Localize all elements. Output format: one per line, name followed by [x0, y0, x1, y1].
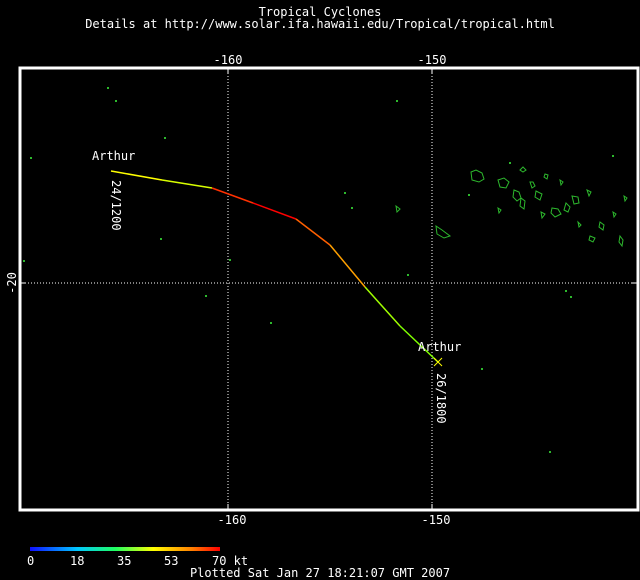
storm-end-marker	[433, 357, 443, 367]
lon-label-bottom-150: -150	[422, 513, 451, 527]
chart-title: Tropical Cyclones	[258, 5, 382, 19]
legend-tick: 53	[164, 554, 178, 568]
track-segment	[399, 325, 439, 363]
chart-subtitle: Details at http://www.solar.ifa.hawaii.e…	[85, 17, 555, 31]
lon-label-bottom-160: -160	[218, 513, 247, 527]
island-dots	[23, 87, 614, 453]
map-frame	[18, 66, 640, 512]
storm-name-start: Arthur	[92, 149, 135, 163]
lat-label-20: -20	[5, 272, 19, 294]
legend-tick: 0	[27, 554, 34, 568]
storm-name-end: Arthur	[418, 340, 461, 354]
track-segment	[295, 218, 331, 246]
track-segment	[252, 202, 297, 220]
tick-marks	[20, 68, 638, 510]
plotted-timestamp: Plotted Sat Jan 27 18:21:07 GMT 2007	[189, 566, 451, 580]
lon-label-top-150: -150	[418, 53, 447, 67]
storm-track	[110, 170, 439, 363]
legend-tick: 18	[70, 554, 84, 568]
track-segment	[161, 179, 213, 189]
graticule	[22, 70, 636, 508]
track-segment	[110, 170, 163, 181]
storm-time-end: 26/1800	[434, 373, 448, 424]
legend-tick: 35	[117, 554, 131, 568]
legend-tick: 70 kt	[212, 554, 248, 568]
lon-label-top-160: -160	[214, 53, 243, 67]
track-segment	[329, 244, 366, 288]
storm-time-start: 24/1200	[109, 180, 123, 231]
track-segment	[211, 187, 254, 204]
intensity-color-bar	[30, 547, 220, 551]
track-segment	[364, 286, 401, 327]
island-outlines	[395, 166, 628, 248]
